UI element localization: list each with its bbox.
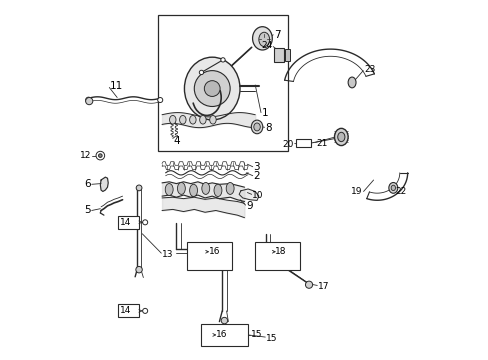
Bar bbox=[158, 15, 287, 151]
Text: 16: 16 bbox=[215, 330, 227, 339]
Text: 15: 15 bbox=[265, 334, 277, 343]
Polygon shape bbox=[239, 189, 258, 201]
Text: 4: 4 bbox=[173, 136, 180, 146]
Bar bbox=[255, 242, 300, 270]
Text: 15: 15 bbox=[250, 330, 262, 339]
Circle shape bbox=[158, 98, 163, 103]
Ellipse shape bbox=[165, 184, 173, 195]
Text: 7: 7 bbox=[273, 30, 280, 40]
Ellipse shape bbox=[169, 116, 176, 124]
Circle shape bbox=[85, 98, 93, 105]
Circle shape bbox=[204, 81, 220, 96]
Text: 1: 1 bbox=[261, 108, 268, 118]
Text: 16: 16 bbox=[208, 247, 220, 256]
Circle shape bbox=[305, 281, 312, 288]
Ellipse shape bbox=[388, 183, 397, 193]
Text: 24: 24 bbox=[261, 41, 272, 50]
Text: 8: 8 bbox=[265, 123, 271, 133]
Circle shape bbox=[96, 151, 104, 160]
Bar bbox=[118, 216, 139, 229]
Circle shape bbox=[199, 70, 203, 75]
Ellipse shape bbox=[253, 123, 260, 131]
Text: 19: 19 bbox=[350, 187, 362, 196]
Ellipse shape bbox=[184, 57, 240, 120]
Circle shape bbox=[203, 249, 208, 254]
Ellipse shape bbox=[347, 77, 355, 88]
Circle shape bbox=[221, 318, 227, 324]
Text: 17: 17 bbox=[317, 282, 329, 291]
Ellipse shape bbox=[258, 32, 269, 46]
Ellipse shape bbox=[252, 27, 272, 50]
Circle shape bbox=[270, 249, 275, 254]
Circle shape bbox=[99, 154, 102, 157]
Text: 22: 22 bbox=[395, 187, 406, 196]
Bar bbox=[296, 139, 310, 147]
Text: 2: 2 bbox=[253, 171, 260, 181]
Text: 11: 11 bbox=[110, 81, 123, 91]
Ellipse shape bbox=[189, 116, 196, 124]
Ellipse shape bbox=[337, 132, 344, 141]
Text: 18: 18 bbox=[275, 247, 286, 256]
Ellipse shape bbox=[390, 185, 395, 190]
Circle shape bbox=[142, 309, 147, 314]
Circle shape bbox=[136, 185, 142, 191]
Text: 12: 12 bbox=[80, 151, 91, 160]
Text: 6: 6 bbox=[84, 179, 91, 189]
Text: 14: 14 bbox=[120, 218, 131, 227]
Circle shape bbox=[136, 266, 142, 273]
Circle shape bbox=[221, 58, 224, 62]
Ellipse shape bbox=[209, 116, 216, 124]
Ellipse shape bbox=[214, 184, 222, 197]
Bar bbox=[284, 49, 289, 61]
Ellipse shape bbox=[179, 116, 185, 124]
Ellipse shape bbox=[177, 183, 185, 194]
Text: 21: 21 bbox=[316, 139, 327, 148]
Circle shape bbox=[194, 71, 230, 107]
Circle shape bbox=[85, 97, 91, 103]
Bar bbox=[118, 305, 139, 318]
Text: 9: 9 bbox=[246, 201, 252, 211]
Ellipse shape bbox=[251, 120, 262, 134]
Text: 5: 5 bbox=[84, 206, 91, 216]
Text: 10: 10 bbox=[252, 190, 264, 199]
Ellipse shape bbox=[202, 183, 209, 194]
Text: 3: 3 bbox=[253, 162, 260, 172]
Text: 20: 20 bbox=[282, 140, 293, 149]
Ellipse shape bbox=[226, 183, 234, 194]
Ellipse shape bbox=[334, 129, 347, 145]
Text: 13: 13 bbox=[162, 250, 173, 259]
Bar bbox=[273, 48, 284, 62]
Bar bbox=[201, 324, 247, 346]
Polygon shape bbox=[100, 177, 108, 192]
Ellipse shape bbox=[199, 116, 206, 124]
Text: 23: 23 bbox=[363, 65, 374, 74]
Circle shape bbox=[211, 332, 216, 337]
Ellipse shape bbox=[189, 184, 197, 197]
Text: 14: 14 bbox=[120, 306, 131, 315]
Bar bbox=[187, 242, 231, 270]
Circle shape bbox=[142, 220, 147, 225]
